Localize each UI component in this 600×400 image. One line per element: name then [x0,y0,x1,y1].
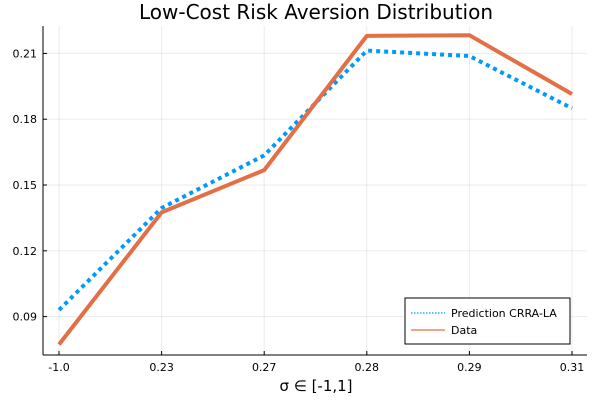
y-tick-label: 0.12 [13,245,38,258]
legend-box [404,297,571,345]
y-tick-label: 0.21 [13,47,38,60]
x-tick-label: 0.27 [252,361,277,374]
x-tick-label: 0.31 [560,361,585,374]
legend: Prediction CRRA-LA Data [404,297,571,345]
x-tick-label: 0.28 [355,361,380,374]
chart-title: Low-Cost Risk Aversion Distribution [139,0,493,24]
x-axis-label: σ ∈ [-1,1] [279,377,352,395]
series-line-data [57,33,573,346]
y-axis-ticks: 0.09 0.12 0.15 0.18 0.21 [13,47,47,324]
series-line-prediction [57,48,573,312]
legend-label: Data [451,324,477,337]
x-tick-label: -1.0 [48,361,69,374]
x-tick-label: 0.23 [149,361,174,374]
y-tick-label: 0.09 [13,311,38,324]
y-tick-label: 0.18 [13,113,38,126]
axes [42,26,587,356]
series-lines [57,33,573,346]
x-tick-label: 0.29 [457,361,482,374]
x-axis-ticks: -1.0 0.23 0.27 0.28 0.29 0.31 [48,351,584,374]
y-tick-label: 0.15 [13,179,38,192]
legend-label: Prediction CRRA-LA [451,307,557,320]
